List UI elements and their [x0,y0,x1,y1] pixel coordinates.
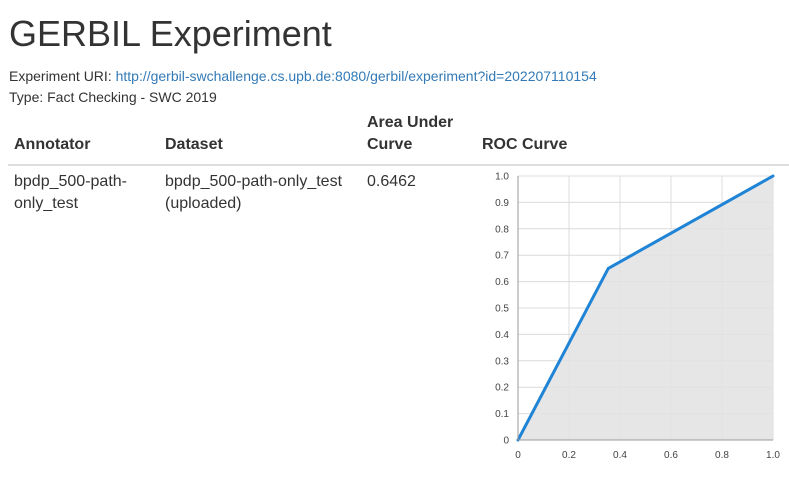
x-tick-label: 0.2 [562,450,576,461]
cell-roc-curve: 0 0.1 0.2 0.3 0.4 0.5 0.6 0.7 0.8 0.9 1.0 0 0.2 0.4 0.… [476,165,789,465]
y-tick-label: 0.5 [495,304,509,315]
experiment-type: Type: Fact Checking - SWC 2019 [9,89,217,105]
roc-area [518,176,773,440]
x-tick-label: 1.0 [766,450,780,461]
x-tick-label: 0 [515,450,521,461]
header-area-under-curve: Area Under Curve [361,108,476,166]
header-roc-curve: ROC Curve [476,108,789,166]
x-tick-label: 0.4 [613,450,627,461]
results-table: Annotator Dataset Area Under Curve ROC C… [8,108,789,465]
y-tick-label: 0.1 [495,409,509,420]
y-tick-label: 0.9 [495,198,509,209]
header-dataset: Dataset [159,108,361,166]
y-tick-label: 0.7 [495,251,509,262]
x-tick-label: 0.8 [715,450,729,461]
y-tick-label: 0.4 [495,330,509,341]
y-tick-label: 0.2 [495,383,509,394]
y-tick-label: 0.6 [495,277,509,288]
y-tick-label: 0 [503,436,509,447]
experiment-uri-link[interactable]: http://gerbil-swchallenge.cs.upb.de:8080… [115,68,597,84]
x-tick-label: 0.6 [664,450,678,461]
cell-dataset: bpdp_500-path-only_test (uploaded) [165,173,343,212]
experiment-uri-line: Experiment URI: http://gerbil-swchalleng… [9,66,597,86]
y-tick-label: 0.8 [495,224,509,235]
roc-line [516,174,775,442]
table-header-row: Annotator Dataset Area Under Curve ROC C… [8,108,789,166]
roc-curve-chart: 0 0.1 0.2 0.3 0.4 0.5 0.6 0.7 0.8 0.9 1.0 0 0.2 0.4 0.… [495,172,780,462]
cell-annotator: bpdp_500-path-only_test [14,173,127,212]
header-annotator: Annotator [8,108,159,166]
page-title: GERBIL Experiment [9,13,332,54]
y-tick-label: 0.3 [495,356,509,367]
y-tick-label: 1.0 [495,172,509,183]
cell-auc: 0.6462 [367,173,416,190]
experiment-uri-label: Experiment URI: [9,68,112,84]
table-row: bpdp_500-path-only_test bpdp_500-path-on… [8,165,789,465]
